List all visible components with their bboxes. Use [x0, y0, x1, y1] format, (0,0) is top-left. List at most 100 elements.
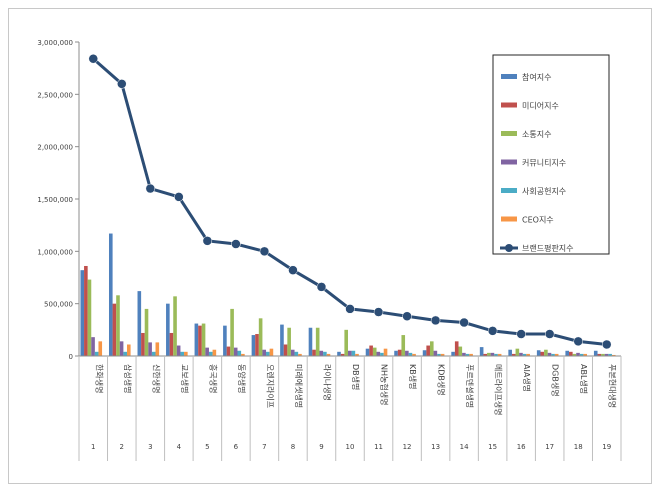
bar [223, 325, 227, 356]
bar [351, 350, 356, 356]
category-label: DB생명 [351, 364, 361, 390]
bar [194, 323, 199, 356]
bar [262, 349, 267, 356]
bar [141, 332, 145, 356]
bar [462, 352, 466, 356]
bar [258, 318, 263, 356]
line-point [316, 282, 327, 292]
bar [315, 327, 320, 356]
bar [312, 349, 316, 356]
bar [266, 351, 270, 356]
bar [173, 296, 177, 356]
bar [376, 351, 381, 356]
category-rank: 2 [120, 443, 124, 451]
bar [230, 308, 234, 356]
bar [348, 350, 352, 356]
bar [547, 352, 552, 356]
bar [565, 350, 570, 356]
line-point [516, 329, 526, 339]
bar [251, 335, 256, 356]
bar [283, 344, 288, 356]
bar [604, 353, 609, 356]
line-point [345, 304, 355, 314]
category-label: 한화생명 [94, 364, 104, 393]
bar [540, 351, 545, 356]
y-tick-label: 1,000,000 [37, 248, 73, 256]
bar [326, 353, 331, 356]
bar [365, 348, 370, 356]
legend-label: 브랜드평판지수 [522, 243, 574, 253]
bar [426, 345, 430, 356]
legend-label: 참여지수 [522, 72, 551, 82]
line-point [117, 79, 127, 89]
bar [80, 270, 85, 356]
bar [405, 350, 409, 356]
bar [84, 265, 88, 356]
line-point [145, 183, 156, 194]
category-label: 라이나생명 [322, 364, 332, 401]
bar [269, 348, 274, 356]
legend-label: 소통지수 [522, 130, 551, 139]
bar [593, 350, 598, 356]
bar [536, 350, 541, 356]
bar [519, 352, 523, 356]
category-label: KDB생명 [437, 364, 447, 396]
bar [290, 349, 295, 356]
category-label: NH농협생명 [380, 364, 390, 405]
bar [198, 325, 202, 356]
category-rank: 5 [205, 443, 209, 451]
category-rank: 19 [602, 443, 611, 451]
bar [287, 327, 291, 356]
category-rank: 9 [319, 443, 323, 451]
legend-swatch [501, 74, 517, 79]
bar [511, 353, 516, 356]
bar [237, 350, 242, 356]
category-label: 미래에셋생명 [294, 364, 304, 408]
legend-label: 커뮤니티지수 [522, 158, 566, 168]
bar [497, 353, 502, 356]
legend-swatch-marker [505, 244, 513, 252]
bar [112, 303, 117, 356]
bar [298, 353, 302, 356]
y-axis: 0 500,000 1,000,000 1,500,000 2,000,000 2,500… [37, 39, 80, 361]
bar [440, 353, 445, 356]
bar [394, 350, 398, 356]
y-tick-label: 2,500,000 [37, 91, 73, 99]
bar [583, 353, 588, 356]
bar [208, 351, 213, 356]
legend-swatch [501, 188, 517, 193]
line-point [373, 307, 384, 317]
category-label: 교보생명 [180, 364, 190, 393]
bar [469, 353, 473, 356]
bar [308, 327, 313, 356]
bar [522, 353, 527, 356]
category-label: 흥국생명 [208, 364, 218, 393]
bar [526, 353, 530, 356]
bar [87, 279, 92, 356]
bar [401, 335, 406, 356]
legend-swatch [501, 131, 517, 136]
category-label: 메트라이프생명 [494, 364, 504, 416]
line-point [459, 317, 469, 328]
category-rank: 18 [574, 443, 583, 451]
category-rank: 12 [403, 443, 412, 451]
bar [151, 351, 156, 356]
bar [408, 352, 413, 356]
x-axis: 한화생명 1 삼성생명 2 신한생명 3 교보생명 4 흥국생명 5 동양생명 6 오렌지라이프 7 미래에… [78, 355, 622, 461]
bar [148, 342, 152, 356]
bar [144, 308, 149, 356]
bar [544, 349, 548, 356]
line-series [88, 53, 612, 350]
bar [551, 353, 555, 356]
bar [569, 351, 573, 356]
bar [412, 353, 416, 356]
bar [483, 353, 488, 356]
bar [119, 341, 124, 356]
bar [508, 349, 512, 356]
bar [176, 345, 181, 356]
bar [458, 346, 463, 356]
bar [255, 334, 259, 356]
y-tick-label: 500,000 [44, 301, 73, 309]
legend-label: 사회공헌지수 [522, 187, 566, 196]
